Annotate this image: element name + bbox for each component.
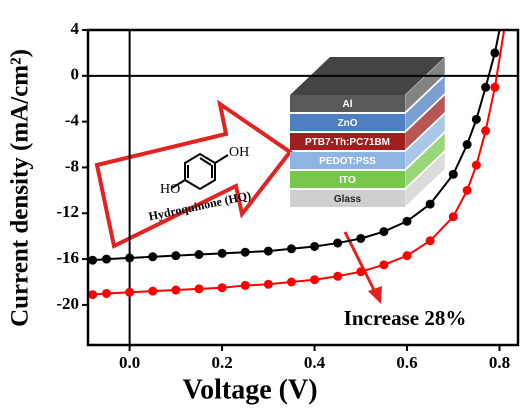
data-point xyxy=(171,251,181,261)
layer-front xyxy=(290,95,405,112)
layer-label: ZnO xyxy=(338,118,358,129)
data-point xyxy=(148,286,158,296)
data-point xyxy=(263,279,273,289)
x-axis-label: Voltage (V) xyxy=(182,374,317,405)
data-point xyxy=(148,252,158,262)
data-point xyxy=(356,267,366,277)
data-point xyxy=(448,212,458,222)
data-point xyxy=(462,185,472,195)
data-point xyxy=(402,216,412,226)
data-point xyxy=(471,160,481,170)
annotation-arrow-head xyxy=(368,286,382,304)
data-point xyxy=(194,284,204,294)
y-axis-label: Current density (mA/cm²) xyxy=(7,49,34,327)
data-point xyxy=(425,199,435,209)
data-point xyxy=(425,236,435,246)
data-point xyxy=(101,254,111,264)
annotation-arrow xyxy=(343,231,378,295)
series-line xyxy=(92,29,501,262)
layer-label: ITO xyxy=(339,175,356,186)
data-point xyxy=(240,280,250,290)
data-point xyxy=(448,169,458,179)
plot-frame xyxy=(86,28,520,347)
device-stack: Al ZnO PTB7-Th:PC71BM PEDOT:PSS ITO Glass xyxy=(290,56,446,208)
y-tick-label: -12 xyxy=(56,202,79,221)
data-point xyxy=(490,82,500,92)
data-point xyxy=(481,82,491,92)
annotation: Increase 28% xyxy=(344,306,467,330)
benzene-ring xyxy=(171,152,229,191)
data-point xyxy=(490,48,500,58)
y-tick-label: 0 xyxy=(71,65,80,84)
data-point xyxy=(379,227,389,237)
data-point xyxy=(217,283,227,293)
data-point xyxy=(481,126,491,136)
layer-label: Al xyxy=(343,99,353,110)
layer-front xyxy=(290,190,405,207)
y-tick-label: 4 xyxy=(71,19,80,38)
data-point xyxy=(125,253,135,263)
data-point xyxy=(310,275,320,285)
layer-front xyxy=(290,152,405,169)
data-point xyxy=(101,288,111,298)
y-tick-label: -20 xyxy=(56,294,79,313)
molecule-group: HO xyxy=(160,182,180,197)
data-point xyxy=(333,238,343,248)
data-point xyxy=(286,244,296,254)
layer-front xyxy=(290,114,405,131)
data-point xyxy=(462,140,472,150)
data-point xyxy=(356,233,366,243)
data-point xyxy=(333,271,343,281)
layer-label: PTB7-Th:PC71BM xyxy=(305,137,390,148)
data-point xyxy=(471,114,481,124)
data-point xyxy=(240,247,250,257)
x-tick-label: 0.2 xyxy=(211,353,232,372)
layer-label: Glass xyxy=(334,194,362,205)
y-tick-label: -4 xyxy=(65,111,80,130)
layer-front xyxy=(290,171,405,188)
data-point xyxy=(194,250,204,260)
y-tick-label: -16 xyxy=(56,248,79,267)
data-point xyxy=(88,255,98,265)
series-line xyxy=(92,29,506,296)
x-tick-label: 0.8 xyxy=(489,353,510,372)
data-point xyxy=(263,246,273,256)
layer-label: PEDOT:PSS xyxy=(319,156,376,167)
y-tick-label: -8 xyxy=(65,156,79,175)
layer-front xyxy=(290,133,405,150)
data-point xyxy=(310,241,320,251)
data-point xyxy=(217,248,227,258)
data-point xyxy=(402,251,412,261)
data-point xyxy=(286,277,296,287)
molecule-arrow xyxy=(94,99,293,249)
data-point xyxy=(379,260,389,270)
x-tick-label: 0.4 xyxy=(304,353,326,372)
x-tick-label: 0.6 xyxy=(396,353,417,372)
molecule-group: OH xyxy=(229,145,249,160)
data-point xyxy=(171,285,181,295)
x-tick-label: 0.0 xyxy=(119,353,140,372)
data-point xyxy=(88,290,98,300)
data-point xyxy=(125,287,135,297)
